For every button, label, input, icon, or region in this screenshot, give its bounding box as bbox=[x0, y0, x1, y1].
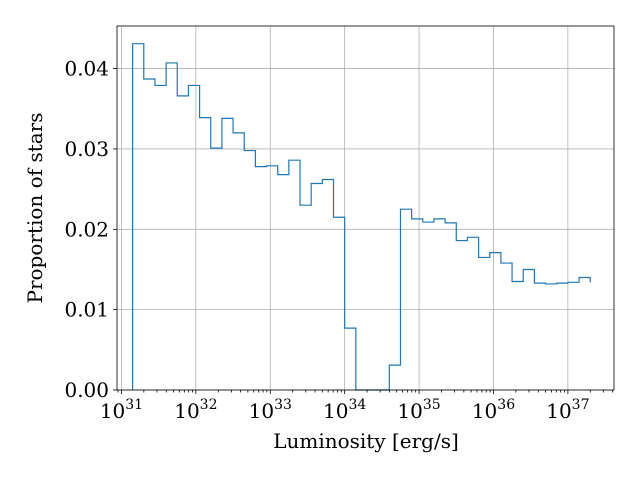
x-tick-label: 1037 bbox=[546, 397, 589, 423]
histogram-bin bbox=[289, 160, 300, 390]
histogram-bin bbox=[534, 283, 545, 390]
histogram-bin bbox=[144, 79, 155, 390]
histogram-bin bbox=[255, 167, 266, 390]
x-ticks: 1031 1032 1033 1034 1035 1036 1037 bbox=[100, 390, 614, 423]
histogram-bin bbox=[233, 133, 244, 390]
histogram-bin bbox=[211, 148, 222, 390]
histogram-bin bbox=[200, 118, 211, 390]
x-tick-label: 1032 bbox=[174, 397, 217, 423]
histogram-bin bbox=[400, 209, 411, 390]
histogram-bin bbox=[345, 328, 356, 390]
histogram-bin bbox=[412, 219, 423, 390]
y-tick-label: 0.00 bbox=[64, 378, 109, 402]
histogram-bin bbox=[512, 282, 523, 390]
x-tick-label: 1036 bbox=[472, 397, 515, 423]
histogram-bin bbox=[188, 85, 199, 390]
histogram-bin bbox=[523, 269, 534, 390]
series-group bbox=[132, 43, 591, 391]
histogram-bin bbox=[133, 44, 144, 390]
histogram-bin bbox=[501, 263, 512, 390]
histogram-bin bbox=[579, 278, 590, 390]
histogram-bin bbox=[278, 175, 289, 390]
histogram-bin bbox=[389, 365, 400, 390]
histogram-bin bbox=[467, 237, 478, 390]
y-tick-label: 0.03 bbox=[64, 137, 109, 161]
histogram-bin bbox=[445, 223, 456, 390]
y-tick-label: 0.04 bbox=[64, 57, 109, 81]
histogram-bin bbox=[300, 205, 311, 390]
x-tick-label: 1033 bbox=[249, 397, 292, 423]
x-tick-label: 1034 bbox=[323, 397, 366, 423]
y-axis-label: Proportion of stars bbox=[23, 112, 47, 303]
histogram-step-line bbox=[132, 43, 591, 391]
histogram-bin bbox=[322, 179, 333, 390]
x-tick-label: 1035 bbox=[397, 397, 440, 423]
histogram-bin bbox=[434, 219, 445, 390]
histogram-bin bbox=[490, 253, 501, 390]
histogram-bin bbox=[456, 241, 467, 390]
x-axis-label: Luminosity [erg/s] bbox=[273, 429, 459, 453]
histogram-bin bbox=[155, 85, 166, 390]
y-tick-label: 0.02 bbox=[64, 217, 109, 241]
histogram-bin bbox=[557, 283, 568, 390]
histogram-bin bbox=[166, 63, 177, 390]
x-tick-label: 1031 bbox=[100, 397, 143, 423]
axes bbox=[116, 25, 615, 391]
histogram-bin bbox=[479, 257, 490, 390]
histogram-bin bbox=[568, 282, 579, 390]
histogram-bin bbox=[334, 217, 345, 390]
y-ticks: 0.00 0.01 0.02 0.03 0.04 bbox=[64, 57, 117, 402]
histogram-bin bbox=[311, 183, 322, 390]
histogram-bin bbox=[177, 96, 188, 390]
histogram-bin bbox=[267, 166, 278, 390]
plot-frame bbox=[116, 25, 615, 391]
histogram-bin bbox=[244, 151, 255, 390]
histogram-bin bbox=[546, 284, 557, 390]
histogram-bin bbox=[222, 118, 233, 390]
y-tick-label: 0.01 bbox=[64, 298, 109, 322]
histogram-bin bbox=[423, 222, 434, 390]
